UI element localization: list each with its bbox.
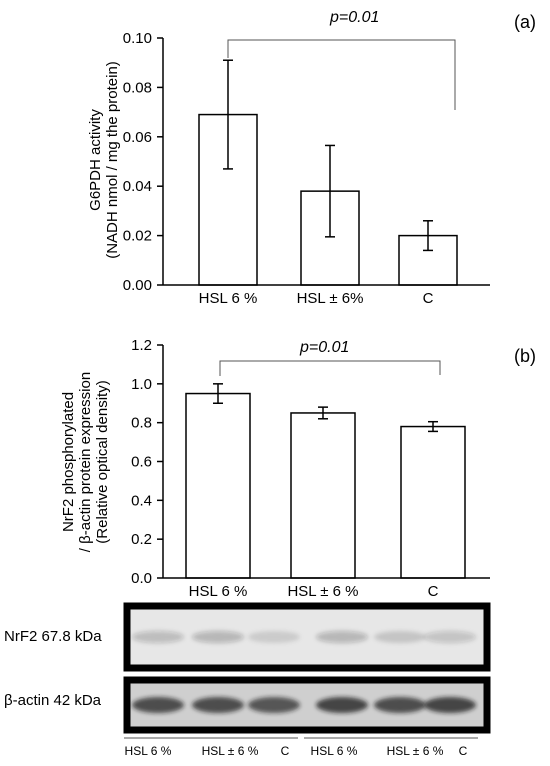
lane-label-1: HSL 6 % [125,744,172,758]
category-label: HSL ± 6% [297,290,364,307]
lane-labels-group: HSL 6 % HSL ± 6 % C HSL 6 % HSL ± 6 % C [124,737,478,758]
blot-band [132,631,184,643]
blot-band [248,631,300,643]
category-label: C [428,583,439,600]
significance-label-a: p=0.01 [329,9,379,26]
y-tick-label: 0.6 [131,454,152,471]
significance-bracket-b [219,360,441,376]
x-labels-b: HSL 6 % HSL ± 6 % C [189,583,439,600]
category-label: HSL ± 6 % [287,583,358,600]
bars-a [198,113,458,286]
y-tick-label: 1.2 [131,337,152,354]
y-tick-label: 0.08 [123,79,152,96]
blot-nrf2-bands [132,631,476,643]
y-tick-label: 0.04 [123,178,152,195]
bars-b [185,392,466,579]
blot-label-actin: β-actin 42 kDa [4,692,102,709]
blot-band [374,631,426,643]
y-axis-title-b-line3: (Relative optical density) [94,380,111,543]
chart-a: (a) G6PDH activity (NADH nmol / mg the p… [87,9,536,307]
y-tick-label: 0.06 [123,129,152,146]
blot-band [192,631,244,643]
lane-label-6: C [459,744,468,758]
lane-label-4: HSL 6 % [311,744,358,758]
y-tick-label: 0.02 [123,228,152,245]
western-blots: NrF2 67.8 kDa β-actin 42 kDa HSL 6 % HSL… [4,602,491,758]
lane-label-2: HSL ± 6 % [202,744,259,758]
panel-label-b: (b) [514,346,536,366]
y-axis-title-b-line1: NrF2 phosphorylated [60,392,77,532]
lane-label-3: C [281,744,290,758]
y-axis-title-b-line2: / β-actin protein expression [77,372,94,552]
blot-band [424,697,476,713]
blot-band [248,697,300,713]
bar [290,412,356,579]
bar [400,425,466,579]
error-bars-b [213,383,438,433]
y-ticks-b: 0.0 0.2 0.4 0.6 0.8 1.0 1.2 [131,337,163,587]
y-tick-label: 1.0 [131,376,152,393]
panel-label-a: (a) [514,12,536,32]
significance-bracket-a [227,39,456,110]
blot-band [132,697,184,713]
y-axis-title-a-line2: (NADH nmol / mg the protein) [104,61,121,259]
x-labels-a: HSL 6 % HSL ± 6% C [199,290,434,307]
chart-b: (b) NrF2 phosphorylated / β-actin protei… [60,337,536,600]
lane-label-5: HSL ± 6 % [387,744,444,758]
error-bars-a [223,59,433,252]
y-axis-title-a-line1: G6PDH activity [87,109,104,211]
y-tick-label: 0.0 [131,570,152,587]
category-label: HSL 6 % [189,583,248,600]
blot-actin-bands [132,697,476,713]
blot-label-nrf2: NrF2 67.8 kDa [4,628,102,645]
y-tick-label: 0.4 [131,492,152,509]
blot-band [192,697,244,713]
category-label: C [423,290,434,307]
category-label: HSL 6 % [199,290,258,307]
blot-band [424,631,476,643]
y-tick-label: 0.10 [123,30,152,47]
bar [185,392,251,579]
blot-band [374,697,426,713]
y-tick-label: 0.00 [123,277,152,294]
significance-label-b: p=0.01 [299,339,349,356]
blot-band [316,631,368,643]
y-ticks-a: 0.00 0.02 0.04 0.06 0.08 0.10 [123,30,163,294]
y-tick-label: 0.2 [131,531,152,548]
blot-band [316,697,368,713]
y-tick-label: 0.8 [131,415,152,432]
